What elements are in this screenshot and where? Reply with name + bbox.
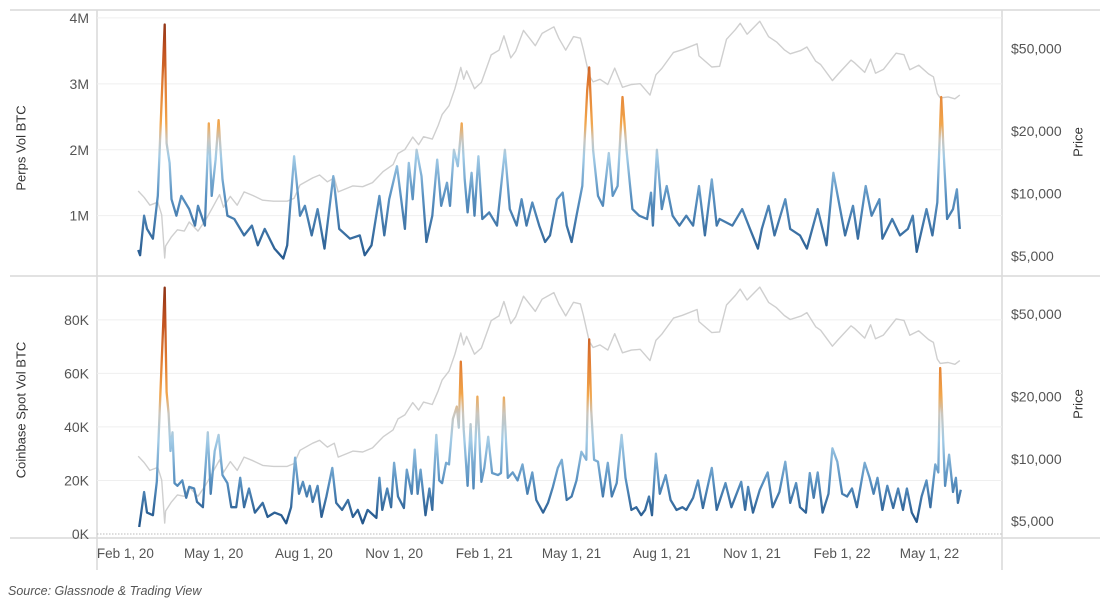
x-tick-label: Feb 1, 20 <box>97 546 154 561</box>
x-tick-label: Nov 1, 21 <box>723 546 781 561</box>
x-tick-label: Aug 1, 21 <box>633 546 691 561</box>
y-tick-label: 3M <box>70 76 89 92</box>
price-tick-label: $50,000 <box>1011 40 1062 56</box>
price-tick-label: $50,000 <box>1011 306 1062 322</box>
price-tick-label: $5,000 <box>1011 513 1054 529</box>
y-tick-label: 2M <box>70 142 89 158</box>
price-line <box>137 20 961 259</box>
price-axis-title-bottom: Price <box>1070 389 1086 419</box>
y-tick-label: 80K <box>64 312 90 328</box>
x-tick-label: May 1, 20 <box>184 546 243 561</box>
perps-volume-axis-title: Perps Vol BTC <box>13 105 29 191</box>
x-tick-label: Feb 1, 22 <box>814 546 871 561</box>
y-tick-label: 1M <box>70 208 89 224</box>
x-tick-label: May 1, 22 <box>900 546 959 561</box>
axis-labels: 1M 2M 3M 4M $5,000 $10,000 $20,000 $50,000 0K 20K… <box>64 10 1062 561</box>
y-tick-label: 0K <box>72 526 90 542</box>
price-tick-label: $20,000 <box>1011 123 1062 139</box>
x-tick-label: May 1, 21 <box>542 546 601 561</box>
price-tick-label: $5,000 <box>1011 248 1054 264</box>
y-tick-label: 60K <box>64 365 90 381</box>
spot-volume-axis-title: Coinbase Spot Vol BTC <box>13 341 29 479</box>
y-tick-label: 40K <box>64 419 90 435</box>
x-tick-label: Nov 1, 20 <box>365 546 423 561</box>
gridlines <box>97 17 1002 535</box>
price-tick-label: $10,000 <box>1011 186 1062 202</box>
series-layer <box>137 20 962 528</box>
y-tick-label: 20K <box>64 472 90 488</box>
price-tick-label: $10,000 <box>1011 451 1062 467</box>
x-tick-label: Feb 1, 21 <box>456 546 513 561</box>
price-tick-label: $20,000 <box>1011 389 1062 405</box>
x-tick-label: Aug 1, 20 <box>275 546 333 561</box>
price-line <box>137 286 961 524</box>
source-note: Source: Glassnode & Trading View <box>8 584 202 598</box>
perps-volume-line <box>137 23 961 260</box>
chart-frame <box>10 9 1100 570</box>
y-tick-label: 4M <box>70 10 89 26</box>
spot-volume-line <box>138 286 962 528</box>
price-axis-title-top: Price <box>1070 127 1086 157</box>
